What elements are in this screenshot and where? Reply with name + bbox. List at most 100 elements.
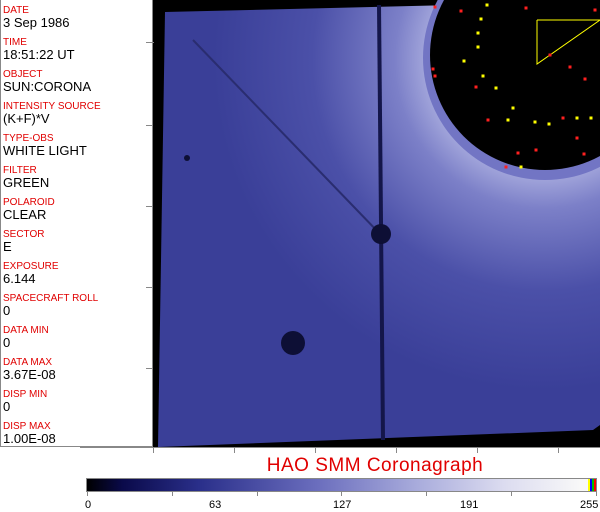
plot-title: HAO SMM Coronagraph — [266, 455, 484, 476]
axis-tick — [146, 42, 154, 43]
grid-marker — [481, 74, 485, 78]
grid-marker — [519, 165, 523, 169]
field-label: DISP MIN — [3, 389, 48, 400]
grid-marker — [589, 116, 593, 120]
field-value: 0 — [3, 303, 11, 318]
header-field: FILTER GREEN — [3, 165, 49, 190]
grid-marker — [583, 77, 587, 81]
field-label: DATA MAX — [3, 357, 53, 368]
axis-tick — [234, 447, 235, 453]
colorbar-tick-label: 255 — [580, 499, 599, 511]
grid-marker — [504, 165, 508, 169]
dust-spot — [281, 331, 305, 355]
pylon-hub — [371, 224, 391, 244]
field-label: DATE — [3, 5, 29, 16]
header-field: INTENSITY SOURCE (K+F)*V — [3, 101, 101, 126]
sun-outline — [536, 19, 600, 65]
header-field: DATA MIN 0 — [3, 325, 49, 350]
header-field: EXPOSURE 6.144 — [3, 261, 59, 286]
grid-marker — [524, 6, 528, 10]
field-value: 18:51:22 UT — [3, 47, 75, 62]
axis-tick — [146, 206, 152, 207]
field-value: WHITE LIGHT — [3, 143, 87, 158]
grid-marker — [511, 106, 515, 110]
header-field: SPACECRAFT ROLL 0 — [3, 293, 98, 318]
colorbar-tick — [87, 491, 88, 496]
axis-tick — [396, 447, 397, 453]
grid-marker — [534, 148, 538, 152]
header-field: SECTOR E — [3, 229, 45, 254]
field-label: INTENSITY SOURCE — [3, 101, 101, 112]
axis-tick — [153, 447, 154, 453]
grid-marker — [575, 116, 579, 120]
header-field: DISP MIN 0 — [3, 389, 47, 414]
field-label: OBJECT — [3, 69, 43, 80]
field-value: 3.67E-08 — [3, 367, 56, 382]
grid-marker — [516, 151, 520, 155]
colorbar-end-swatches — [588, 479, 596, 491]
grid-marker — [476, 31, 480, 35]
field-value: E — [3, 239, 12, 254]
colorbar-tick — [426, 491, 428, 496]
grid-marker — [575, 136, 579, 140]
grid-marker — [459, 9, 463, 13]
field-label: DISP MAX — [3, 421, 51, 432]
grid-marker — [485, 3, 489, 7]
field-value: (K+F)*V — [3, 111, 50, 126]
colorbar-tick-label: 0 — [85, 499, 92, 511]
header-field: DATE 3 Sep 1986 — [3, 5, 70, 30]
grid-marker — [462, 59, 466, 63]
field-label: SECTOR — [3, 229, 45, 240]
grid-marker — [431, 67, 435, 71]
axis-line — [80, 447, 600, 448]
axis-tick — [315, 447, 316, 453]
field-label: FILTER — [3, 165, 37, 176]
diagonal-streak — [192, 39, 382, 236]
colorbar-tick-label: 127 — [333, 499, 352, 511]
colorbar-tick-label: 63 — [209, 499, 222, 511]
field-value: GREEN — [3, 175, 50, 190]
grid-marker — [494, 86, 498, 90]
grid-marker — [548, 53, 552, 57]
grid-marker — [474, 85, 478, 89]
coronagraph-image — [153, 0, 600, 447]
colorbar-tick — [341, 491, 343, 496]
field-label: TIME — [3, 37, 27, 48]
field-value: CLEAR — [3, 207, 47, 222]
header-field: OBJECT SUN:CORONA — [3, 69, 91, 94]
header-field: TIME 18:51:22 UT — [3, 37, 75, 62]
grid-marker — [561, 116, 565, 120]
header-field: DATA MAX 3.67E-08 — [3, 357, 56, 382]
grid-marker — [476, 45, 480, 49]
occulting-disk — [430, 0, 600, 170]
field-value: 1.00E-08 — [3, 431, 56, 446]
field-value: 6.144 — [3, 271, 36, 286]
field-label: EXPOSURE — [3, 261, 59, 272]
axis-tick — [146, 125, 152, 126]
colorbar-tick — [171, 491, 173, 496]
grid-marker — [547, 122, 551, 126]
field-label: TYPE-OBS — [3, 133, 54, 144]
axis-tick — [477, 447, 478, 453]
field-value: 3 Sep 1986 — [3, 15, 70, 30]
colorbar-tick-label: 191 — [460, 499, 479, 511]
axis-tick — [146, 368, 152, 369]
header-field: DISP MAX 1.00E-08 — [3, 421, 56, 446]
grid-marker — [582, 152, 586, 156]
field-value: 0 — [3, 335, 11, 350]
header-field: TYPE-OBS WHITE LIGHT — [3, 133, 87, 158]
coronagraph-image-svg — [158, 0, 600, 447]
header-field: POLAROID CLEAR — [3, 197, 55, 222]
grid-marker — [568, 65, 572, 69]
field-value: 0 — [3, 399, 11, 414]
axis-tick — [146, 287, 152, 288]
grid-marker — [433, 74, 437, 78]
header-info-panel: DATE 3 Sep 1986 TIME 18:51:22 UT OBJECT SUN:C… — [0, 0, 153, 447]
colorbar-tick — [511, 491, 512, 496]
colorbar — [86, 478, 597, 492]
axis-tick — [558, 447, 559, 453]
grid-markers — [431, 3, 597, 169]
field-value: SUN:CORONA — [3, 79, 92, 94]
colorbar-tick — [595, 491, 597, 496]
grid-marker — [593, 8, 597, 12]
